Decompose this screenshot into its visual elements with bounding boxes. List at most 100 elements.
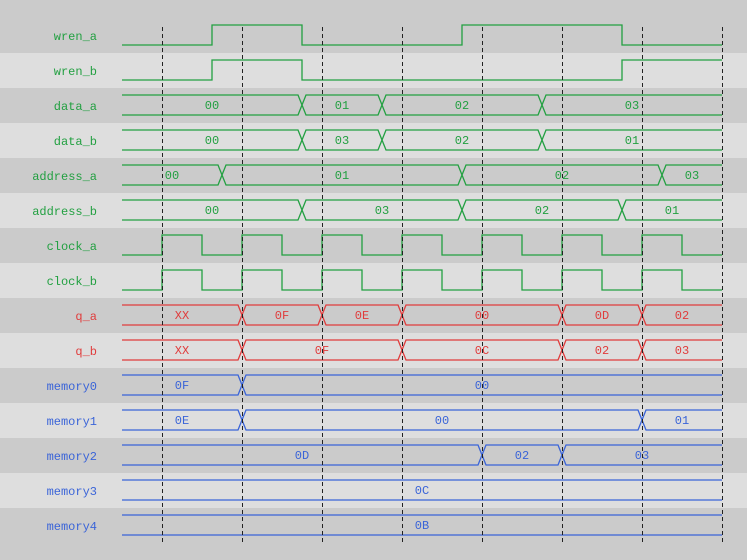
bus-value-label: 02 [535,204,549,218]
bus-value-label: 01 [665,204,679,218]
signal-memory3: memory3 0C [47,479,722,501]
bus-value-label: 0F [275,309,289,323]
time-gridlines [162,27,723,543]
signal-name-label: q_a [75,310,97,324]
signal-name-label: clock_b [47,275,97,289]
bus-value-label: 03 [625,99,639,113]
row-background [0,473,747,508]
bus-segment [241,374,722,396]
bus-segment [541,129,722,151]
row-backgrounds [0,53,747,543]
bus-value-label: 00 [435,414,449,428]
row-background [0,368,747,403]
bus-segment [301,199,463,221]
bus-segment [122,514,722,536]
row-background [0,158,747,193]
bus-segment [641,409,722,431]
bus-value-label: 02 [455,99,469,113]
signal-clock_b: clock_b [47,269,722,291]
bus-segment [461,199,623,221]
bus-segment [561,339,643,361]
row-background [0,263,747,298]
bus-segment [381,94,543,116]
bus-segment [122,479,722,501]
bus-value-label: 02 [595,344,609,358]
waveform-line [122,59,722,81]
row-background [0,53,747,88]
bus-value-label: 0D [295,449,309,463]
signal-memory0: memory00F00 [47,374,722,396]
bus-segment [481,444,563,466]
signal-name-label: memory2 [47,450,97,464]
bus-value-label: 02 [455,134,469,148]
signal-name-label: q_b [75,345,97,359]
signal-name-label: wren_a [54,30,97,44]
row-background [0,438,747,473]
row-background [0,333,747,368]
bus-value-label: 02 [515,449,529,463]
signal-name-label: data_b [54,135,97,149]
signal-wren_a: wren_a [54,24,722,46]
bus-value-label: 0E [355,309,369,323]
bus-segment [122,94,303,116]
row-background [0,88,747,123]
signal-name-label: address_b [32,205,97,219]
waveform-line [122,269,722,291]
bus-segment [122,374,243,396]
signal-name-label: memory3 [47,485,97,499]
bus-segment [561,304,643,326]
bus-segment [661,164,722,186]
bus-segment [122,409,243,431]
bus-segment [301,129,383,151]
bus-value-label: 01 [675,414,689,428]
bus-value-label: 00 [205,134,219,148]
signal-name-label: memory4 [47,520,97,534]
signal-wren_b: wren_b [54,59,722,81]
bus-segment [321,304,403,326]
bus-segment [301,94,383,116]
signal-address_b: address_b 00 03 02 01 [32,199,722,221]
signal-data_b: data_b 00 03 02 01 [54,129,722,151]
bus-segment [541,94,722,116]
bus-value-label: 01 [335,99,349,113]
bus-value-label: 03 [375,204,389,218]
bus-value-label: 0B [415,519,429,533]
signal-name-label: clock_a [47,240,97,254]
bus-value-label: 0E [175,414,189,428]
signal-clock_a: clock_a [47,234,722,256]
signal-name-label: address_a [32,170,97,184]
bus-value-label: 00 [165,169,179,183]
bus-segment [122,164,223,186]
signal-memory4: memory4 0B [47,514,722,536]
bus-value-label: 00 [205,204,219,218]
bus-segment [241,409,643,431]
bus-segment [122,304,243,326]
bus-value-label: 0F [175,379,189,393]
signal-name-label: data_a [54,100,97,114]
bus-segment [381,129,543,151]
bus-value-label: 00 [205,99,219,113]
bus-segment [641,339,722,361]
bus-value-label: 03 [685,169,699,183]
bus-segment [122,129,303,151]
bus-value-label: 0C [415,484,429,498]
bus-segment [122,199,303,221]
signal-data_a: data_a 00 01 02 03 [54,94,722,116]
bus-segment [641,304,722,326]
waveform-line [122,24,722,46]
signal-memory1: memory1 0E 00 01 [47,409,722,431]
signal-q_a: q_aXX0F0E000D02 [75,304,722,326]
waveform-line [122,234,722,256]
row-background [0,228,747,263]
signal-q_b: q_bXX0F0C0203 [75,339,722,361]
bus-segment [621,199,722,221]
bus-value-label: 01 [625,134,639,148]
bus-value-label: 0D [595,309,609,323]
bus-segment [221,164,463,186]
bus-segment [561,444,722,466]
signal-name-label: memory0 [47,380,97,394]
row-background [0,508,747,543]
signal-name-label: wren_b [54,65,97,79]
